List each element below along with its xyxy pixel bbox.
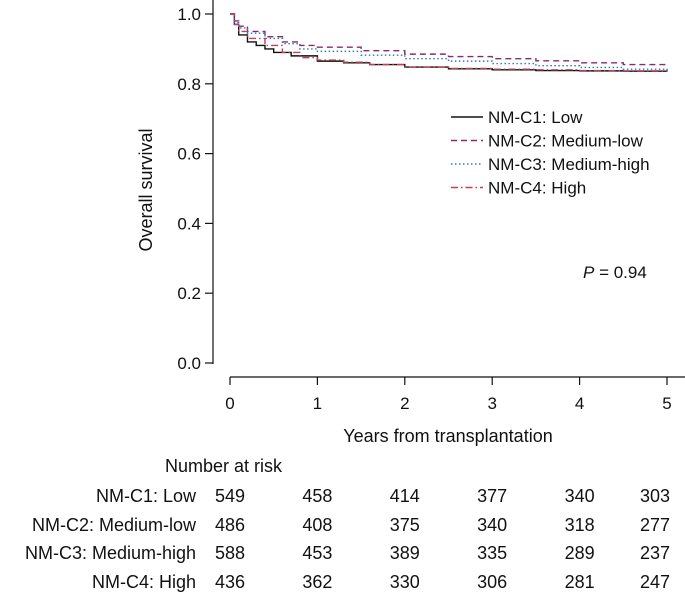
x-tick-label: 0 (225, 394, 234, 413)
risk-cell: 458 (302, 486, 333, 506)
risk-cell: 277 (639, 514, 671, 535)
risk-row-label: NM-C4: High (91, 571, 196, 592)
risk-row-label: NM-C1: Low (95, 486, 196, 506)
p-value-annotation: P = 0.94 (583, 263, 647, 282)
y-tick-label: 0.0 (177, 354, 201, 373)
series-line-3 (230, 13, 668, 71)
risk-table-row: NM-C3: Medium-high 588 453 389 335 289 237 (0, 543, 685, 567)
y-axis-label: Overall survival (136, 128, 156, 251)
y-tick-label: 0.8 (177, 75, 201, 94)
risk-cell: 486 (214, 514, 246, 535)
risk-cell: 340 (477, 514, 508, 535)
risk-cell: 306 (477, 571, 508, 592)
risk-cell: 335 (477, 543, 508, 563)
risk-cell: 436 (214, 571, 246, 592)
risk-cell: 289 (564, 543, 595, 563)
legend-label: NM-C4: High (488, 179, 586, 198)
survival-chart: 0.0 0.2 0.4 0.6 0.8 1.0 0 1 2 3 4 5 Years from trans… (136, 0, 685, 446)
legend-label: NM-C2: Medium-low (488, 132, 644, 151)
risk-table-title: Number at risk (165, 456, 283, 476)
x-axis-label: Years from transplantation (343, 426, 552, 446)
risk-cell: 318 (564, 514, 595, 535)
x-tick-label: 5 (662, 394, 671, 413)
risk-cell: 377 (477, 486, 508, 506)
risk-cell: 588 (214, 543, 246, 563)
risk-cell: 408 (302, 514, 333, 535)
x-tick-label: 4 (575, 394, 584, 413)
risk-cell: 389 (389, 543, 420, 563)
x-tick-label: 2 (400, 394, 409, 413)
risk-cell: 549 (214, 486, 246, 506)
risk-row-label: NM-C2: Medium-low (31, 514, 196, 535)
risk-cell: 247 (639, 571, 671, 592)
risk-cell: 414 (389, 486, 420, 506)
risk-table-row: NM-C2: Medium-low 486 408 375 340 318 277 (0, 515, 685, 539)
y-tick-label: 0.6 (177, 145, 201, 164)
series-line-4 (230, 13, 668, 72)
risk-cell: 237 (639, 543, 671, 563)
risk-cell: 375 (389, 514, 420, 535)
risk-cell: 330 (389, 571, 420, 592)
series-line-2 (230, 13, 668, 66)
legend-label: NM-C1: Low (488, 108, 583, 127)
risk-cell: 362 (302, 571, 333, 592)
risk-row-label: NM-C3: Medium-high (24, 543, 196, 563)
risk-cell: 453 (302, 543, 333, 563)
y-tick-label: 1.0 (177, 5, 201, 24)
risk-table-row: NM-C1: Low 549 458 414 377 340 303 (0, 486, 685, 510)
risk-cell: 281 (564, 571, 595, 592)
legend-label: NM-C3: Medium-high (488, 155, 650, 174)
y-tick-label: 0.2 (177, 284, 201, 303)
x-tick-label: 1 (313, 394, 322, 413)
x-tick-label: 3 (487, 394, 496, 413)
risk-table-row: NM-C4: High 436 362 330 306 281 247 (0, 572, 685, 596)
y-tick-label: 0.4 (177, 214, 201, 233)
risk-cell: 340 (564, 486, 595, 506)
risk-cell: 303 (639, 486, 671, 506)
